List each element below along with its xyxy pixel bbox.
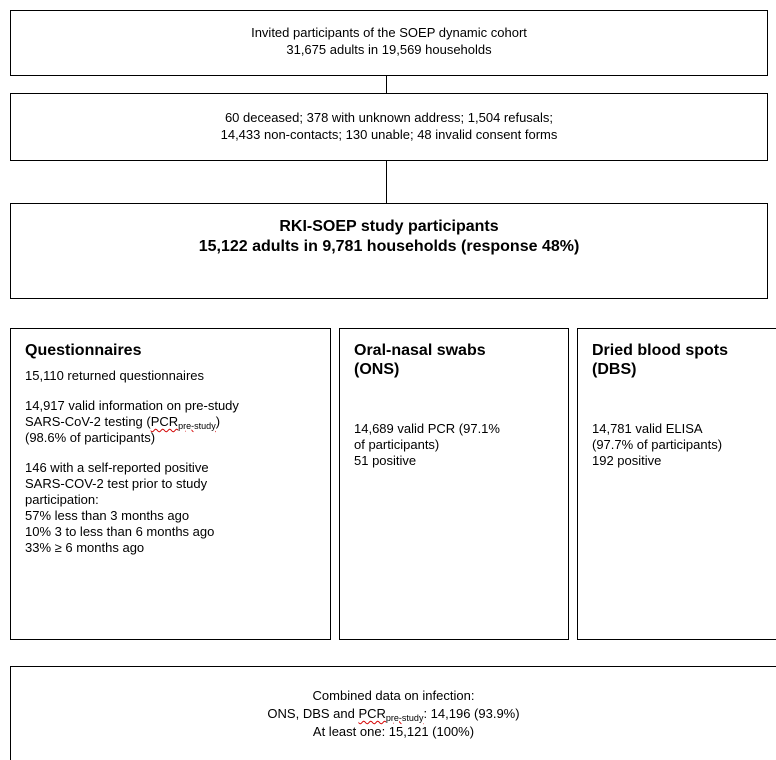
dried-blood-spots-box: Dried blood spots (DBS) 14,781 valid ELI… xyxy=(577,328,776,640)
ons-positive: 51 positive xyxy=(354,453,417,468)
combined-at-least-one: At least one: 15,121 (100%) xyxy=(312,724,475,739)
test-age-less-3: 57% less than 3 months ago xyxy=(25,508,190,523)
questionnaires-box: Questionnaires 15,110 returned questionn… xyxy=(10,328,331,640)
connector-line xyxy=(386,76,387,93)
invited-participants-box: Invited participants of the SOEP dynamic… xyxy=(10,10,768,76)
pcr-pre-study-term: PCRpre-study xyxy=(150,414,216,431)
pcr-pre-study-term: PCRpre-study xyxy=(358,706,424,723)
questionnaires-title: Questionnaires xyxy=(25,342,142,359)
self-reported-positive: 146 with a self-reported positive SARS-C… xyxy=(25,460,320,556)
study-participants-count: 15,122 adults in 9,781 households (respo… xyxy=(198,238,580,255)
exclusions-line-2: 14,433 non-contacts; 130 unable; 48 inva… xyxy=(220,127,558,142)
study-participants-title: RKI-SOEP study participants xyxy=(279,218,499,235)
invited-title: Invited participants of the SOEP dynamic… xyxy=(251,25,527,40)
valid-pre-study-info: 14,917 valid information on pre-study SA… xyxy=(25,398,239,445)
ons-title: Oral-nasal swabs (ONS) xyxy=(354,342,486,378)
test-age-3-to-6: 10% 3 to less than 6 months ago xyxy=(25,524,215,539)
exclusions-line-1: 60 deceased; 378 with unknown address; 1… xyxy=(224,110,554,125)
oral-nasal-swabs-box: Oral-nasal swabs (ONS) 14,689 valid PCR … xyxy=(339,328,569,640)
dbs-positive: 192 positive xyxy=(592,453,662,468)
connector-line xyxy=(386,161,387,203)
combined-all-three: ONS, DBS and PCRpre-study: 14,196 (93.9%… xyxy=(267,706,520,723)
invited-count: 31,675 adults in 19,569 households xyxy=(286,42,492,57)
study-participants-box: RKI-SOEP study participants 15,122 adult… xyxy=(10,203,768,299)
dbs-results: 14,781 valid ELISA (97.7% of participant… xyxy=(592,421,772,469)
dbs-title: Dried blood spots (DBS) xyxy=(592,342,728,378)
test-age-over-6: 33% ≥ 6 months ago xyxy=(25,540,145,555)
combined-data-box: Combined data on infection: ONS, DBS and… xyxy=(10,666,776,760)
returned-questionnaires: 15,110 returned questionnaires xyxy=(25,368,204,383)
exclusions-box: 60 deceased; 378 with unknown address; 1… xyxy=(10,93,768,161)
combined-title: Combined data on infection: xyxy=(312,688,475,703)
ons-results: 14,689 valid PCR (97.1% of participants)… xyxy=(354,421,560,469)
